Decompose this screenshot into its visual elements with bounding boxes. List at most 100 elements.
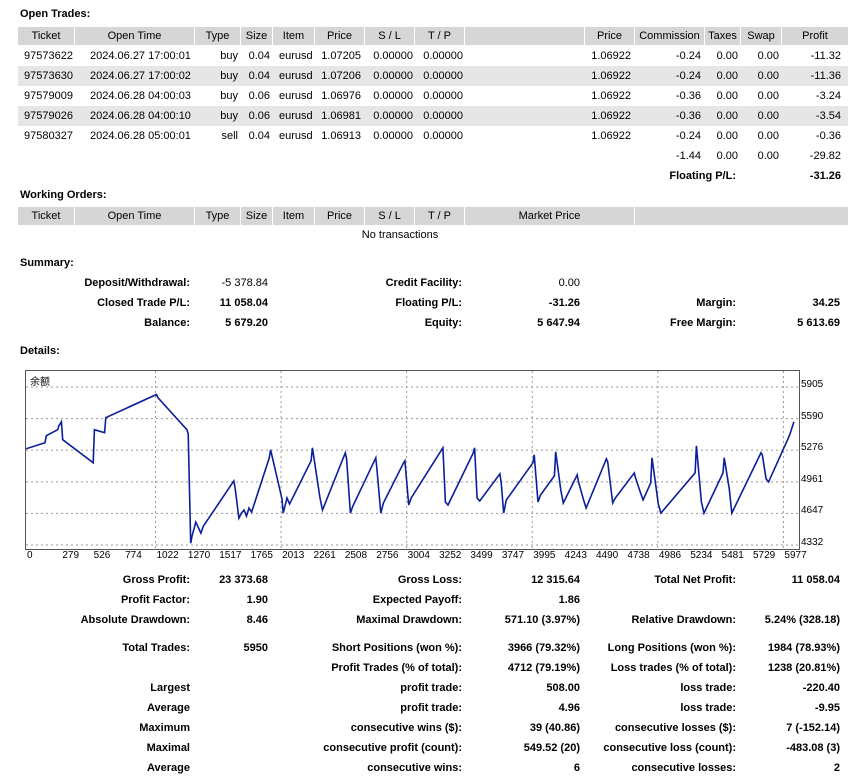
loss-trades-value: 1238 (20.81%) [767, 662, 840, 674]
total-trades-label: Total Trades: [122, 642, 190, 654]
cell-commission: -0.36 [675, 110, 701, 122]
x-tick-label: 4243 [564, 550, 587, 561]
deposit-label: Deposit/Withdrawal: [84, 277, 190, 289]
col-market-price[interactable]: Price [585, 27, 635, 45]
profit-factor-value: 1.90 [246, 594, 268, 606]
closed-value: 11 058.04 [219, 297, 268, 309]
no-transactions: No transactions [361, 229, 439, 241]
x-tick-label: 3499 [470, 550, 493, 561]
summary-title: Summary: [20, 257, 74, 269]
wo-col-size[interactable]: Size [241, 207, 273, 225]
cell-open-time: 2024.06.28 04:00:10 [90, 110, 191, 122]
cell-price: 1.06913 [321, 130, 361, 142]
wo-col-type[interactable]: Type [195, 207, 241, 225]
x-tick-label: 3995 [533, 550, 556, 561]
col-swap[interactable]: Swap [741, 27, 782, 45]
cell-commission: -0.24 [675, 50, 701, 62]
largest-loss-label: loss trade: [680, 682, 736, 694]
col-type[interactable]: Type [195, 27, 241, 45]
cell-item: eurusd [279, 110, 313, 122]
cell-price: 1.06976 [321, 90, 361, 102]
table-row[interactable]: 97573622 2024.06.27 17:00:01 buy 0.04 eurusd… [18, 46, 848, 66]
margin-label: Margin: [696, 297, 736, 309]
totals-row: -1.44 0.00 0.00 -29.82 [18, 146, 848, 166]
y-tick-label: 4961 [801, 473, 824, 485]
x-tick-label: 5234 [690, 550, 713, 561]
cell-open-time: 2024.06.27 17:00:01 [90, 50, 191, 62]
open-trades-header: Ticket Open Time Type Size Item Price S … [18, 27, 848, 45]
col-profit[interactable]: Profit [802, 30, 828, 42]
x-tick-label: 4738 [627, 550, 650, 561]
x-tick-label: 3747 [501, 550, 525, 561]
x-tick-label: 0 [27, 550, 33, 561]
wo-col-sl[interactable]: S / L [365, 207, 415, 225]
col-sl[interactable]: S / L [365, 27, 415, 45]
cell-taxes: 0.00 [716, 130, 738, 142]
equity-value: 5 647.94 [537, 317, 580, 329]
wo-col-open-time[interactable]: Open Time [75, 207, 195, 225]
credit-label: Credit Facility: [385, 277, 462, 289]
x-tick-label: 5977 [784, 550, 807, 561]
x-tick-label: 2013 [282, 550, 305, 561]
cell-tp: 0.00000 [423, 90, 463, 102]
maximal-profit-label: consecutive profit (count): [323, 742, 462, 754]
margin-value: 34.25 [812, 297, 840, 309]
abs-dd-label: Absolute Drawdown: [80, 614, 190, 626]
gross-loss-label: Gross Loss: [397, 574, 462, 586]
x-tick-label: 2508 [344, 550, 368, 561]
col-tp[interactable]: T / P [415, 27, 465, 45]
x-tick-label: 2756 [376, 550, 399, 561]
cell-ticket: 97579009 [24, 90, 73, 102]
wo-col-market-price[interactable]: Market Price [465, 207, 635, 225]
x-tick-label: 1517 [219, 550, 242, 561]
cell-taxes: 0.00 [716, 110, 738, 122]
floating-summary-value: -31.26 [548, 297, 580, 309]
wo-col-price[interactable]: Price [315, 207, 365, 225]
col-blank [465, 27, 585, 45]
largest-label: Largest [150, 682, 190, 694]
wo-col-tp[interactable]: T / P [415, 207, 465, 225]
maximal-label: Maximal [146, 742, 190, 754]
gross-profit-value: 23 373.68 [219, 574, 268, 586]
col-item[interactable]: Item [273, 27, 315, 45]
closed-label: Closed Trade P/L: [97, 297, 190, 309]
y-tick-label: 5590 [801, 410, 824, 422]
cell-size: 0.04 [248, 130, 270, 142]
col-open-time[interactable]: Open Time [75, 27, 195, 45]
total-trades-value: 5950 [243, 642, 268, 654]
cell-item: eurusd [279, 130, 313, 142]
table-row[interactable]: 97573630 2024.06.27 17:00:02 buy 0.04 eurusd… [18, 66, 848, 86]
cell-size: 0.04 [248, 70, 270, 82]
col-taxes[interactable]: Taxes [705, 27, 741, 45]
cell-market-price: 1.06922 [591, 90, 631, 102]
cell-profit: -3.24 [815, 90, 841, 102]
table-row[interactable]: 97579009 2024.06.28 04:00:03 buy 0.06 eurusd… [18, 86, 848, 106]
wo-col-blank [635, 207, 848, 225]
col-commission[interactable]: Commission [635, 27, 705, 45]
gross-loss-value: 12 315.64 [531, 574, 580, 586]
col-size[interactable]: Size [241, 27, 273, 45]
wo-col-ticket[interactable]: Ticket [18, 207, 75, 225]
maximal-loss-value: -483.08 (3) [786, 742, 840, 754]
profit-factor-label: Profit Factor: [120, 594, 190, 606]
wo-col-item[interactable]: Item [273, 207, 315, 225]
free-margin-value: 5 613.69 [797, 317, 840, 329]
cell-price: 1.07205 [321, 50, 361, 62]
expected-payoff-label: Expected Payoff: [372, 594, 462, 606]
cell-price: 1.06981 [321, 110, 361, 122]
loss-trades-label: Loss trades (% of total): [610, 662, 736, 674]
short-value: 3966 (79.32%) [507, 642, 580, 654]
cell-sl: 0.00000 [373, 50, 413, 62]
maximum-label: Maximum [139, 722, 190, 734]
table-row[interactable]: 97580327 2024.06.28 05:00:01 sell 0.04 eurus… [18, 126, 848, 146]
cell-taxes: 0.00 [716, 70, 738, 82]
avg-cons-wins-label: consecutive wins: [367, 762, 462, 774]
largest-loss-value: -220.40 [802, 682, 840, 694]
x-tick-label: 3252 [439, 550, 462, 561]
col-price[interactable]: Price [315, 27, 365, 45]
col-ticket[interactable]: Ticket [18, 27, 75, 45]
table-row[interactable]: 97579026 2024.06.28 04:00:10 buy 0.06 eurusd… [18, 106, 848, 126]
y-tick-label: 4647 [801, 505, 824, 517]
average2-label: Average [146, 762, 190, 774]
x-tick-label: 279 [62, 550, 80, 561]
